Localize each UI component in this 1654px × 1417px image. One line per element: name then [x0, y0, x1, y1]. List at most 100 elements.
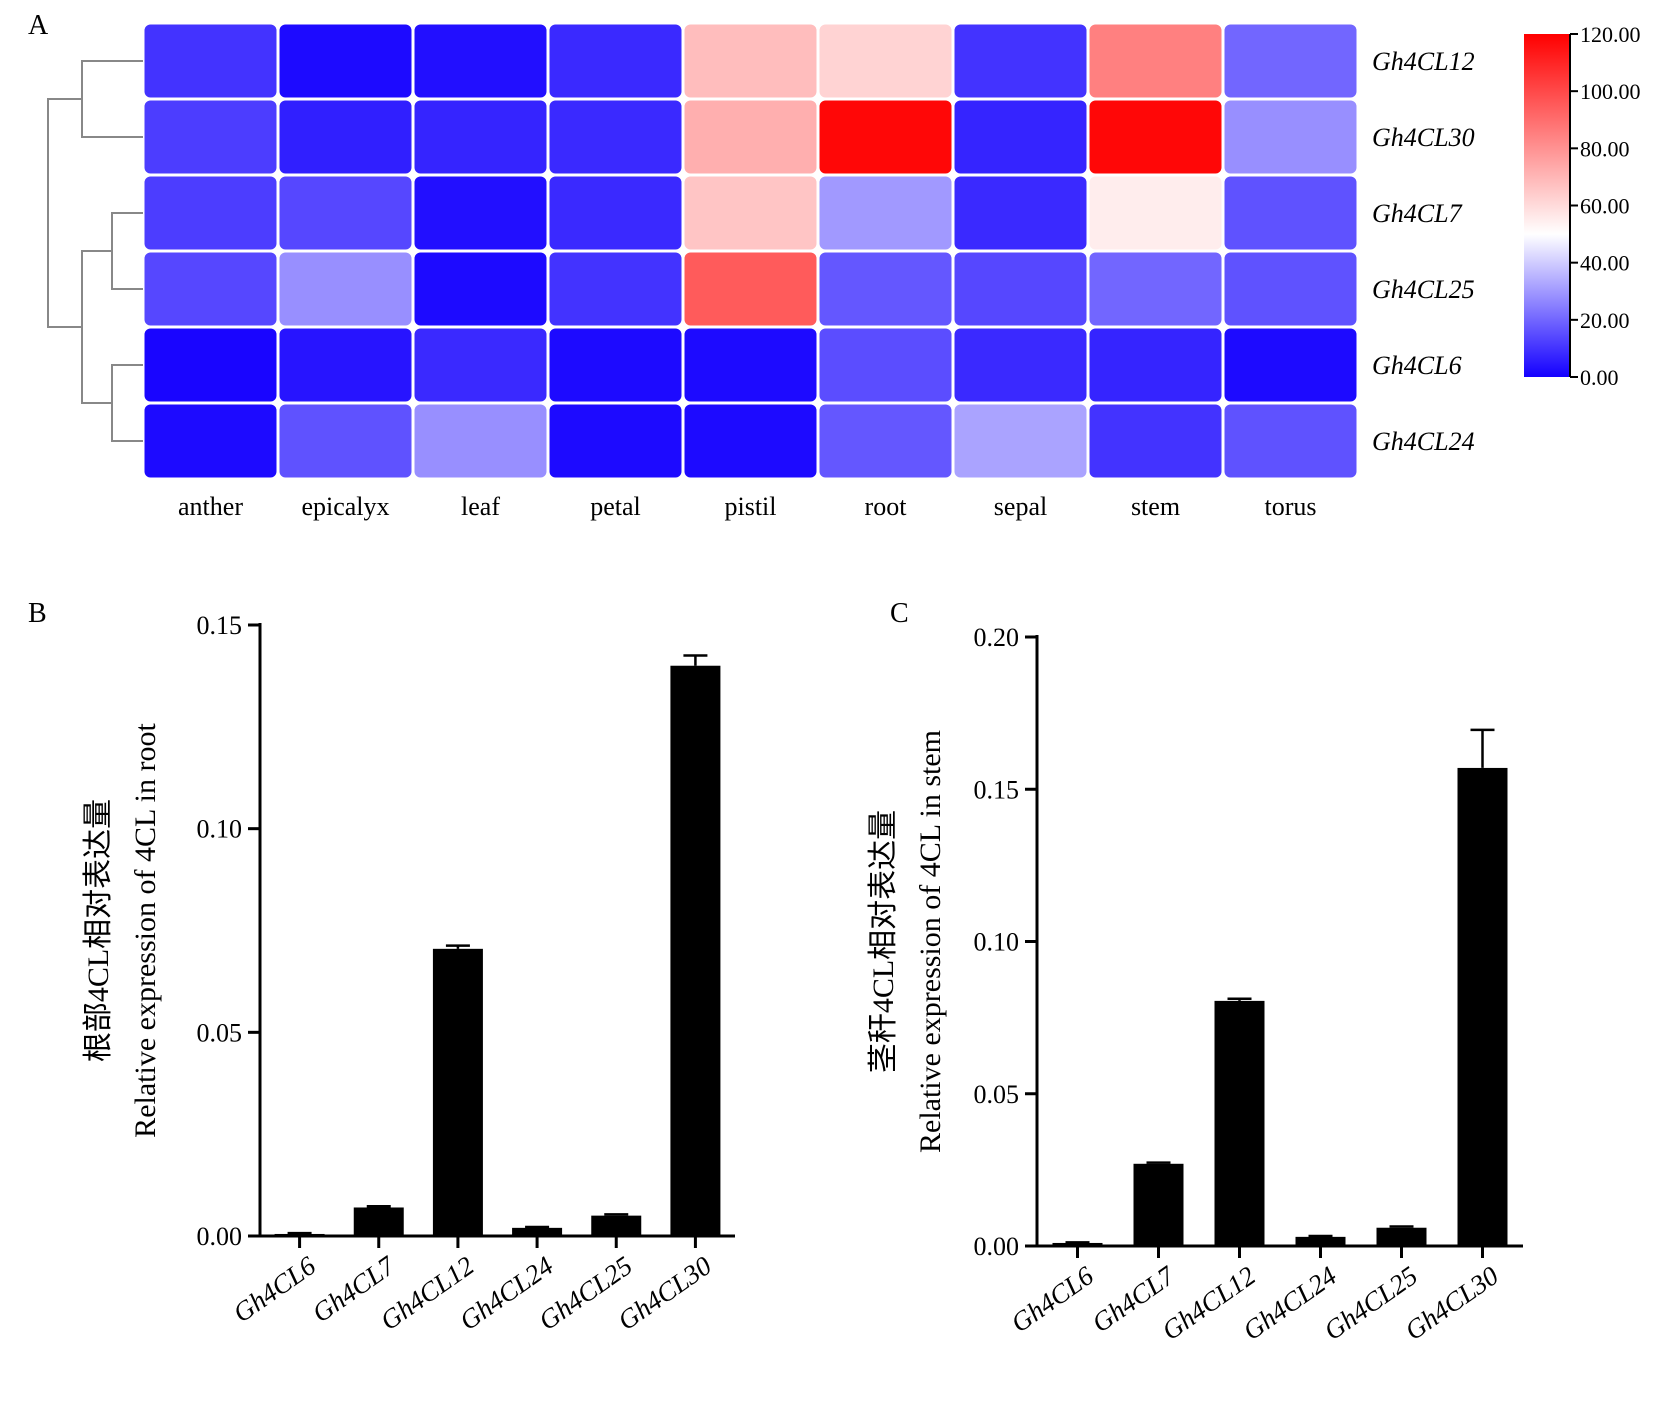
row-dendrogram — [47, 60, 143, 442]
heatmap-cell-Gh4CL30-petal — [549, 100, 682, 174]
heatmap-cell-Gh4CL30-leaf — [414, 100, 547, 174]
error-bar-Gh4CL7 — [366, 1205, 391, 1208]
heatmap-cell-Gh4CL7-stem — [1089, 176, 1222, 250]
heatmap-cell-Gh4CL30-sepal — [954, 100, 1087, 174]
bar-Gh4CL24 — [512, 1227, 563, 1236]
colorbar-tick-label: 40.00 — [1580, 251, 1630, 276]
bar-Gh4CL30 — [1457, 767, 1508, 1246]
bar-Gh4CL24 — [1295, 1236, 1346, 1246]
heatmap-cell-Gh4CL30-stem — [1089, 100, 1222, 174]
heatmap-cell-Gh4CL30-pistil — [684, 100, 817, 174]
y-axis-label-chinese: 根部4CL相对表达量 — [82, 799, 115, 1062]
y-axis-label-chinese: 茎秆4CL相对表达量 — [867, 810, 900, 1073]
heatmap-cell-Gh4CL6-root — [819, 328, 952, 402]
error-bar-Gh4CL24 — [1308, 1234, 1333, 1238]
y-axis-label: Relative expression of 4CL in root — [129, 723, 162, 1138]
heatmap-cell-Gh4CL6-stem — [1089, 328, 1222, 402]
heatmap-cell-Gh4CL7-anther — [144, 176, 277, 250]
error-bar-Gh4CL30 — [683, 654, 708, 666]
heatmap-row-label-Gh4CL30: Gh4CL30 — [1372, 123, 1475, 152]
y-tick-label: 0.20 — [974, 623, 1020, 652]
bar-Gh4CL25 — [591, 1215, 642, 1236]
colorbar-tick-label: 120.00 — [1580, 22, 1641, 47]
heatmap-cell-Gh4CL7-torus — [1224, 176, 1357, 250]
heatmap-cells — [144, 24, 1357, 478]
heatmap-cell-Gh4CL7-petal — [549, 176, 682, 250]
error-bar-Gh4CL12 — [445, 944, 470, 949]
heatmap-row-label-Gh4CL6: Gh4CL6 — [1372, 351, 1462, 380]
heatmap-cell-Gh4CL24-leaf — [414, 404, 547, 478]
error-bar-Gh4CL25 — [604, 1213, 629, 1216]
heatmap-cell-Gh4CL24-epicalyx — [279, 404, 412, 478]
bar-Gh4CL25 — [1376, 1227, 1427, 1246]
heatmap-cell-Gh4CL12-leaf — [414, 24, 547, 98]
error-bar-Gh4CL12 — [1227, 997, 1252, 1001]
y-tick-label: 0.00 — [974, 1232, 1020, 1261]
colorbar-tick-label: 20.00 — [1580, 308, 1630, 333]
heatmap-cell-Gh4CL25-pistil — [684, 252, 817, 326]
bar-chart-root: 0.000.050.100.15Gh4CL6Gh4CL7Gh4CL12Gh4CL… — [82, 611, 735, 1336]
heatmap-cell-Gh4CL24-petal — [549, 404, 682, 478]
heatmap-cell-Gh4CL12-sepal — [954, 24, 1087, 98]
heatmap-cell-Gh4CL6-leaf — [414, 328, 547, 402]
bar-Gh4CL6 — [1052, 1242, 1103, 1246]
bar-Gh4CL7 — [1133, 1163, 1184, 1246]
y-tick-label: 0.10 — [974, 928, 1020, 957]
heatmap-cell-Gh4CL25-sepal — [954, 252, 1087, 326]
y-tick-label: 0.05 — [974, 1080, 1020, 1109]
y-tick-label: 0.00 — [197, 1222, 243, 1251]
heatmap-cell-Gh4CL12-torus — [1224, 24, 1357, 98]
heatmap-cell-Gh4CL6-torus — [1224, 328, 1357, 402]
colorbar-tick-label: 60.00 — [1580, 194, 1630, 219]
heatmap-col-label-pistil: pistil — [724, 492, 776, 521]
heatmap-row-label-Gh4CL25: Gh4CL25 — [1372, 275, 1475, 304]
heatmap-cell-Gh4CL12-stem — [1089, 24, 1222, 98]
heatmap-cell-Gh4CL24-sepal — [954, 404, 1087, 478]
heatmap-row-label-Gh4CL12: Gh4CL12 — [1372, 47, 1475, 76]
y-tick-label: 0.05 — [197, 1018, 243, 1047]
dendrogram-branch — [111, 364, 143, 442]
heatmap-col-label-stem: stem — [1131, 492, 1180, 521]
heatmap-col-label-epicalyx: epicalyx — [301, 492, 389, 521]
error-bar-Gh4CL25 — [1389, 1225, 1414, 1228]
heatmap-col-label-torus: torus — [1265, 492, 1317, 521]
bar-Gh4CL12 — [1214, 1000, 1265, 1246]
heatmap-col-label-sepal: sepal — [994, 492, 1047, 521]
heatmap-cell-Gh4CL7-epicalyx — [279, 176, 412, 250]
heatmap-cell-Gh4CL24-stem — [1089, 404, 1222, 478]
heatmap-col-label-anther: anther — [178, 492, 243, 521]
heatmap-cell-Gh4CL25-petal — [549, 252, 682, 326]
heatmap-cell-Gh4CL30-root — [819, 100, 952, 174]
colorbar-gradient — [1524, 34, 1570, 377]
colorbar-tick-label: 80.00 — [1580, 136, 1630, 161]
error-bar-Gh4CL6 — [1065, 1241, 1090, 1244]
x-tick-label-Gh4CL30: Gh4CL30 — [1399, 1260, 1504, 1346]
y-tick-label: 0.10 — [197, 815, 243, 844]
heatmap-cell-Gh4CL30-anther — [144, 100, 277, 174]
panel-letter-a: A — [28, 10, 49, 41]
error-bar-Gh4CL7 — [1146, 1161, 1171, 1164]
error-bar-Gh4CL6 — [287, 1231, 312, 1235]
panel-letter-b: B — [28, 598, 47, 629]
colorbar-tick-label: 0.00 — [1580, 365, 1619, 390]
heatmap-col-label-root: root — [865, 492, 908, 521]
heatmap-cell-Gh4CL25-stem — [1089, 252, 1222, 326]
heatmap-cell-Gh4CL7-leaf — [414, 176, 547, 250]
heatmap-cell-Gh4CL24-anther — [144, 404, 277, 478]
bar-Gh4CL6 — [274, 1233, 325, 1236]
heatmap-cell-Gh4CL6-pistil — [684, 328, 817, 402]
heatmap-cell-Gh4CL25-leaf — [414, 252, 547, 326]
heatmap-row-label-Gh4CL7: Gh4CL7 — [1372, 199, 1463, 228]
heatmap-cell-Gh4CL12-root — [819, 24, 952, 98]
heatmap-row-label-Gh4CL24: Gh4CL24 — [1372, 427, 1475, 456]
heatmap-cell-Gh4CL25-anther — [144, 252, 277, 326]
heatmap-cell-Gh4CL6-epicalyx — [279, 328, 412, 402]
bar-chart-stem: 0.000.050.100.150.20Gh4CL6Gh4CL7Gh4CL12G… — [867, 623, 1523, 1346]
heatmap-cell-Gh4CL6-sepal — [954, 328, 1087, 402]
heatmap-col-label-leaf: leaf — [461, 492, 500, 521]
bar-Gh4CL7 — [353, 1207, 404, 1236]
error-bar-Gh4CL24 — [525, 1225, 550, 1229]
heatmap-panel: anther epicalyx leaf petal pistil root sepal st… — [47, 22, 1641, 521]
heatmap-cell-Gh4CL7-root — [819, 176, 952, 250]
